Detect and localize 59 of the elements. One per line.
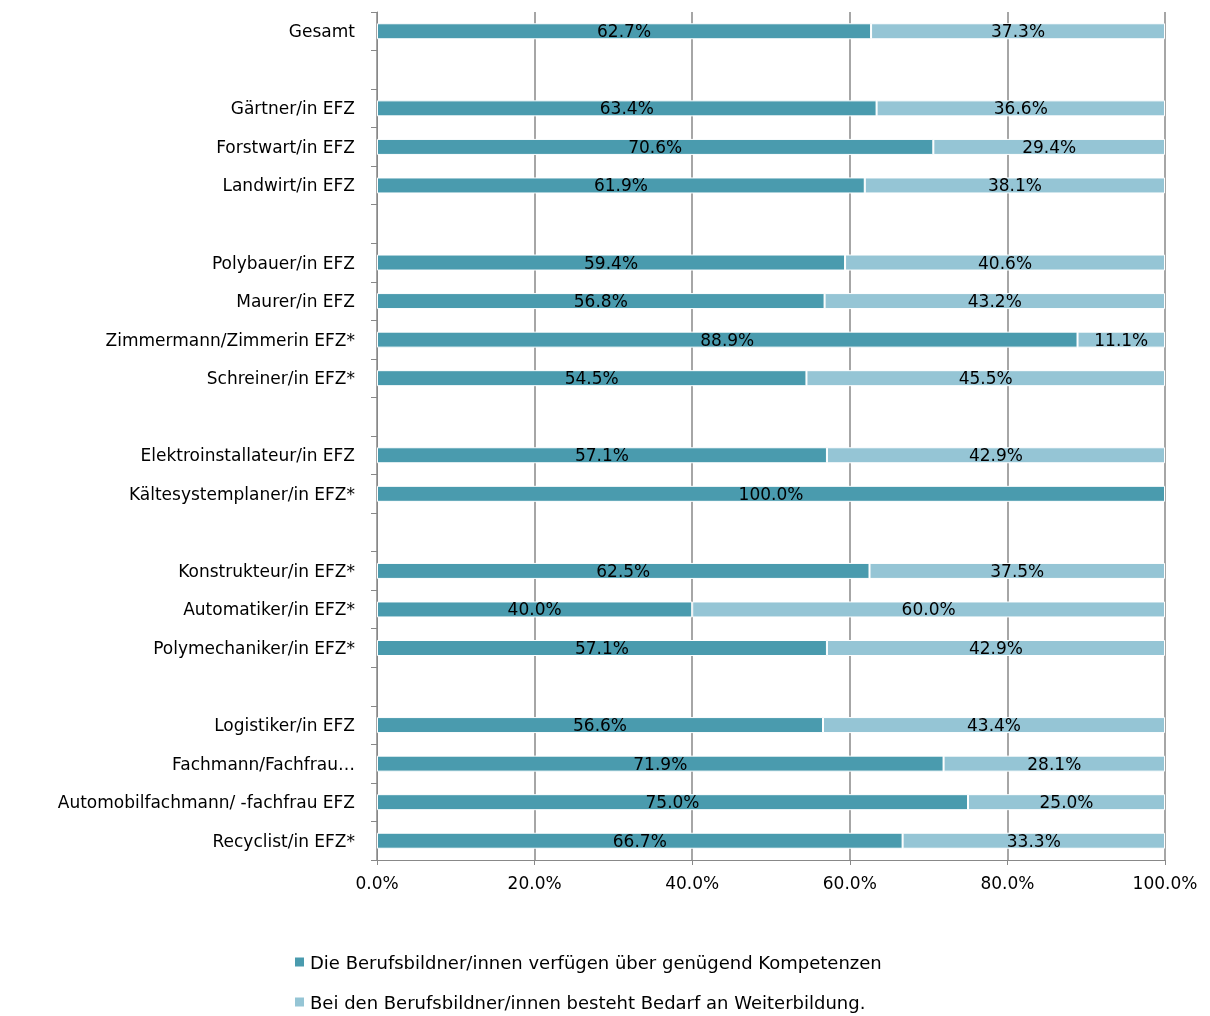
y-tick-label: Schreiner/in EFZ* [206, 368, 355, 389]
data-label: 37.5% [990, 560, 1045, 581]
data-label: 71.9% [633, 753, 688, 774]
legend-label: Die Berufsbildner/innen verfügen über genügend Kompetenzen [310, 951, 882, 973]
y-tick-label: Fachmann/Fachfrau… [172, 753, 355, 774]
y-tick-label: Automatiker/in EFZ* [183, 599, 355, 620]
data-label: 56.6% [573, 715, 628, 736]
data-label: 54.5% [564, 368, 619, 389]
data-label: 37.3% [991, 21, 1046, 42]
x-tick-label: 60.0% [822, 872, 877, 893]
data-label: 63.4% [599, 98, 654, 119]
data-label: 59.4% [584, 252, 639, 273]
data-label: 40.6% [978, 252, 1033, 273]
y-tick-label: Polymechaniker/in EFZ* [153, 638, 355, 658]
data-label: 57.1% [574, 638, 629, 658]
y-tick-label: Logistiker/in EFZ [214, 715, 355, 736]
data-label: 29.4% [1022, 136, 1077, 157]
legend-label: Bei den Berufsbildner/innen besteht Bedarf an Weiterbildung. [310, 991, 866, 1013]
data-label: 100.0% [738, 483, 804, 504]
y-tick-label: Maurer/in EFZ [236, 291, 355, 312]
data-label: 88.9% [700, 329, 755, 350]
y-tick-label: Kältesystemplaner/in EFZ* [128, 483, 355, 504]
data-label: 57.1% [574, 445, 629, 466]
data-label: 70.6% [628, 136, 683, 157]
data-label: 61.9% [593, 175, 648, 196]
x-tick-label: 100.0% [1132, 872, 1198, 893]
data-label: 42.9% [968, 638, 1023, 658]
y-tick-label: Zimmermann/Zimmerin EFZ* [105, 329, 355, 350]
x-tick-label: 20.0% [507, 872, 562, 893]
y-tick-label: Elektroinstallateur/in EFZ [140, 445, 355, 466]
data-label: 25.0% [1039, 792, 1094, 813]
data-label: 56.8% [573, 291, 628, 312]
y-tick-label: Recyclist/in EFZ* [212, 830, 355, 851]
data-label: 42.9% [968, 445, 1023, 466]
data-label: 75.0% [645, 792, 700, 813]
y-tick-label: Gärtner/in EFZ [230, 98, 355, 119]
x-tick-label: 80.0% [980, 872, 1035, 893]
data-label: 66.7% [612, 830, 667, 851]
data-label: 28.1% [1027, 753, 1082, 774]
data-label: 43.2% [967, 291, 1022, 312]
y-tick-label: Automobilfachmann/ -fachfrau EFZ [57, 792, 355, 813]
y-tick-label: Polybauer/in EFZ [211, 252, 355, 273]
y-tick-label: Landwirt/in EFZ [222, 175, 355, 196]
data-label: 36.6% [993, 98, 1048, 119]
y-tick-label: Konstrukteur/in EFZ* [178, 560, 355, 581]
data-label: 45.5% [958, 368, 1013, 389]
y-tick-label: Gesamt [288, 21, 356, 42]
x-tick-label: 0.0% [355, 872, 399, 893]
data-label: 43.4% [967, 715, 1022, 736]
x-tick-label: 40.0% [665, 872, 720, 893]
data-label: 38.1% [987, 175, 1042, 196]
bar [377, 485, 1165, 502]
data-label: 62.7% [597, 21, 652, 42]
data-label: 40.0% [507, 599, 562, 620]
data-label: 60.0% [901, 599, 956, 620]
data-label: 62.5% [596, 560, 651, 581]
y-tick-label: Forstwart/in EFZ [216, 136, 355, 157]
data-label: 33.3% [1006, 830, 1061, 851]
data-label: 11.1% [1094, 329, 1149, 350]
